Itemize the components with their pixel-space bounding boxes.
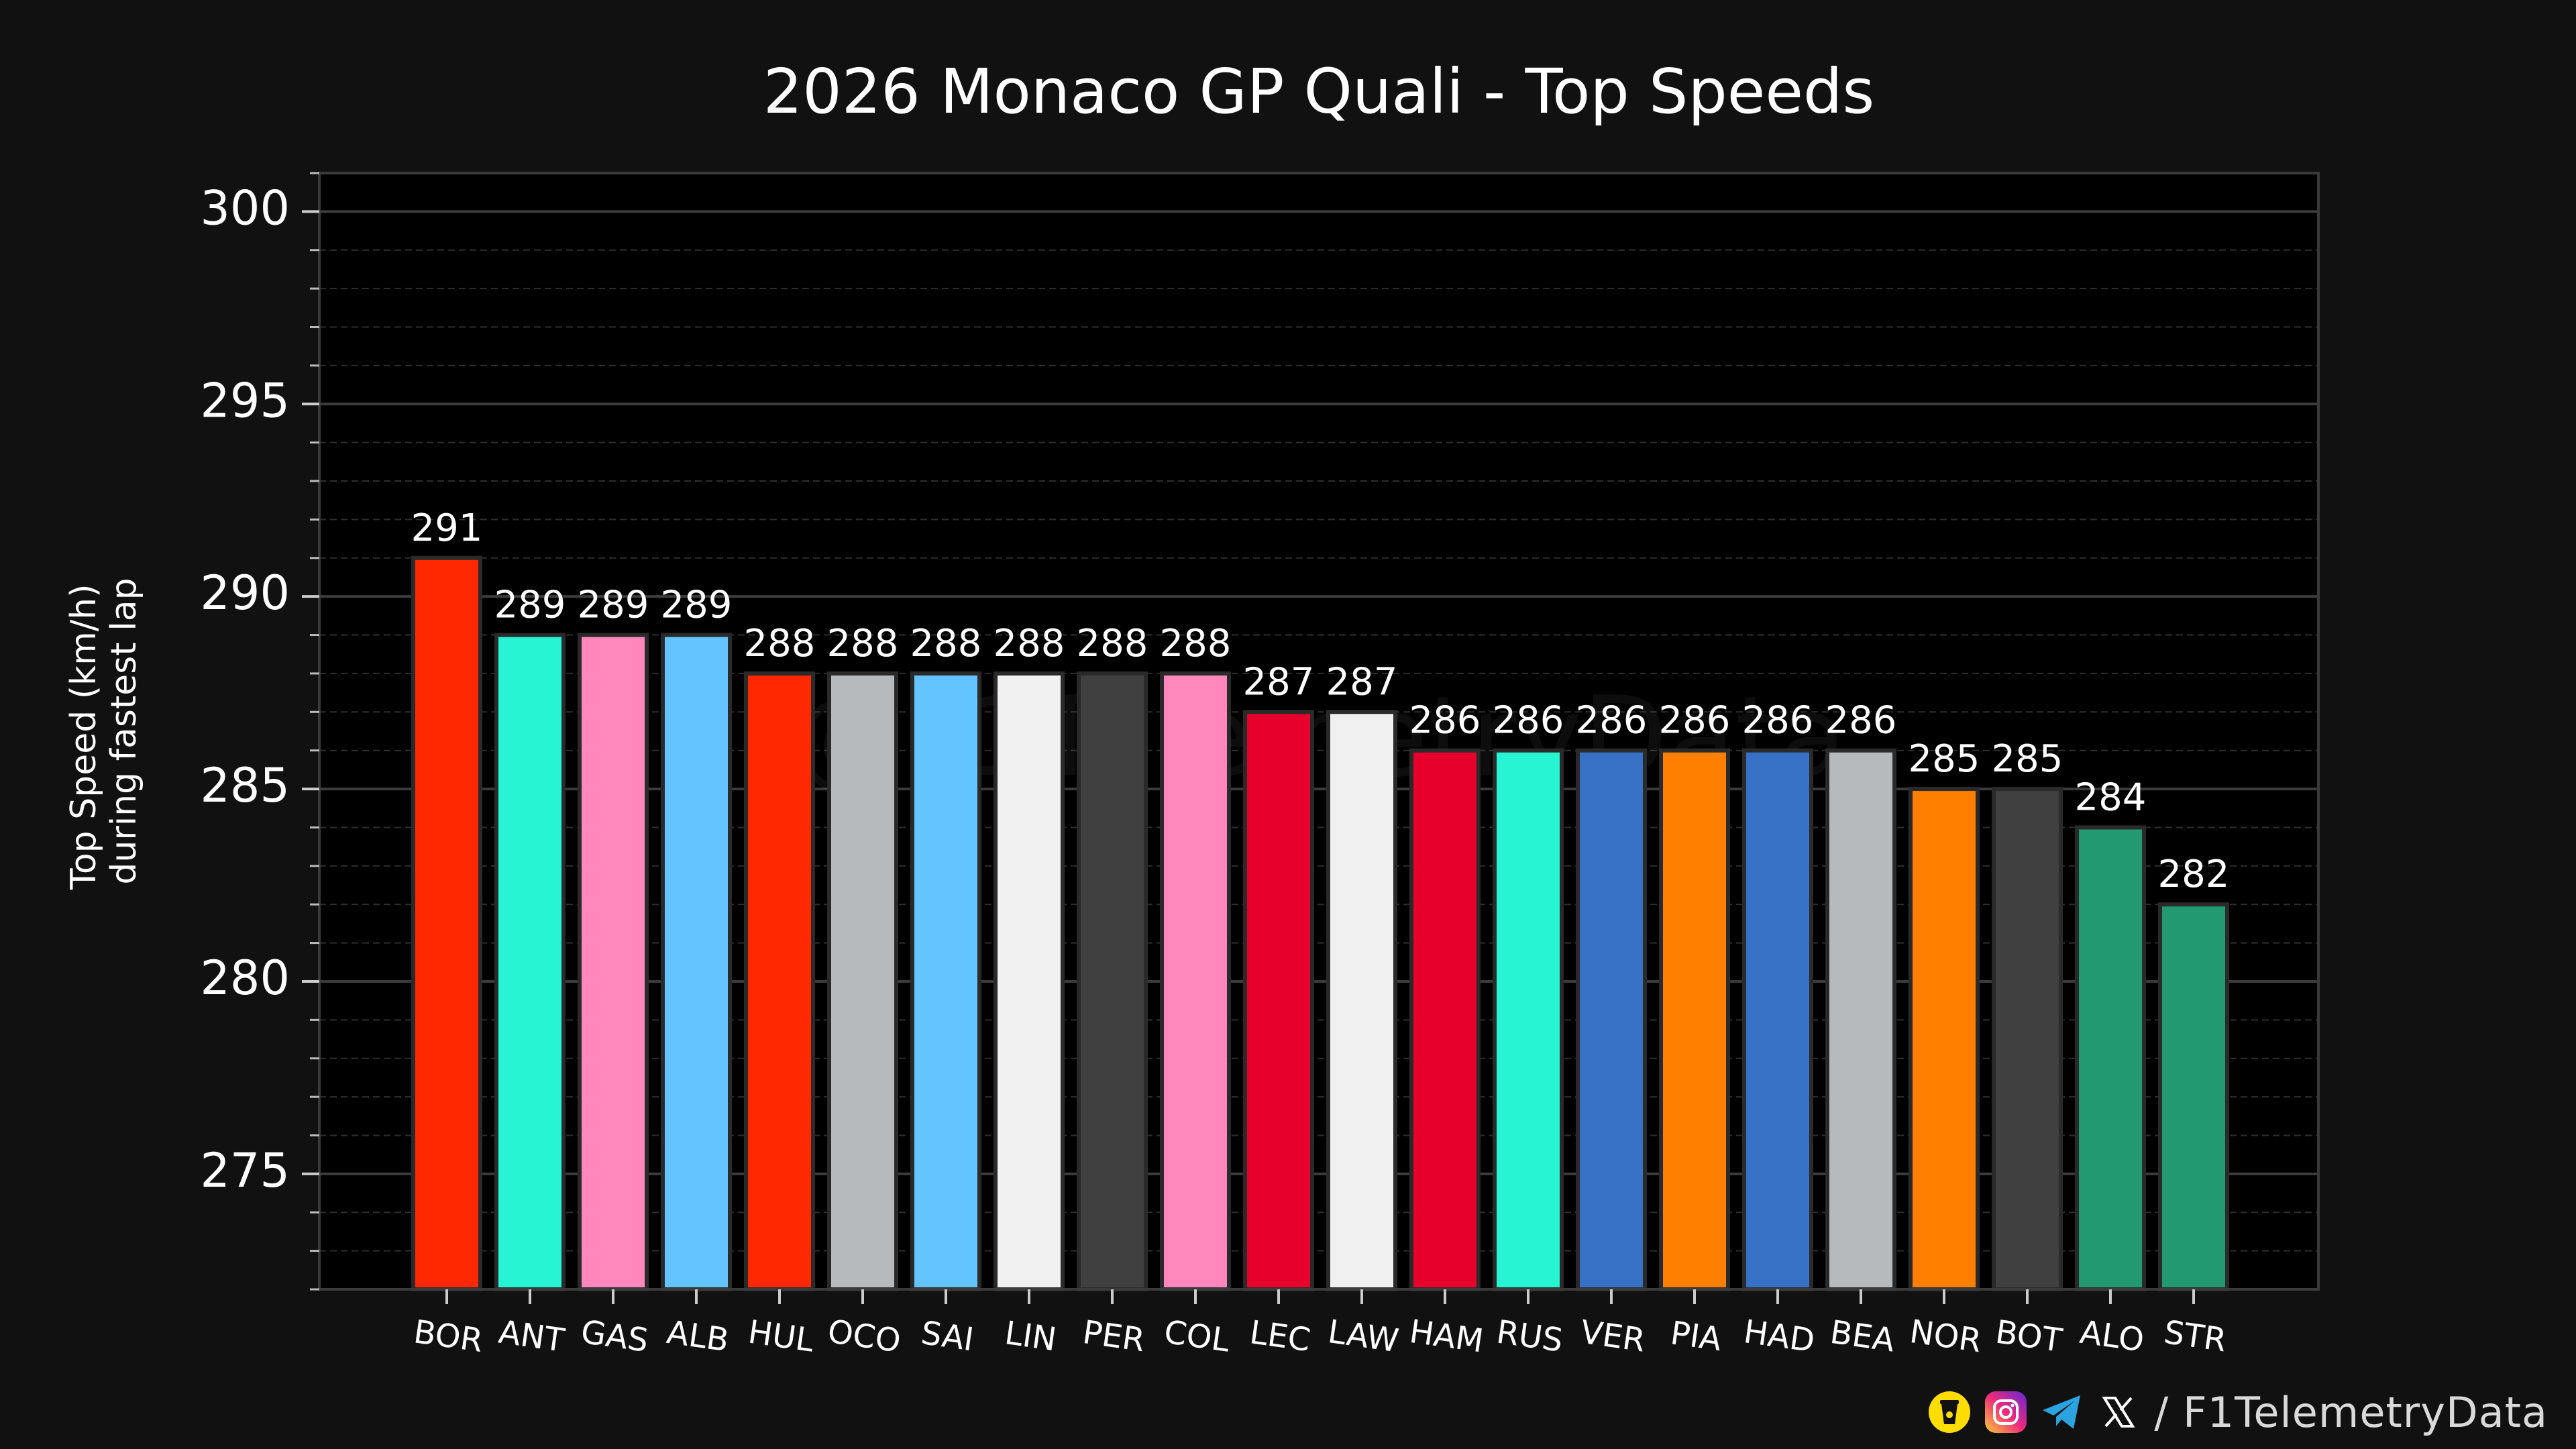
bar-ver	[1576, 748, 1647, 1292]
bar-had	[1742, 748, 1813, 1292]
bar-value-label: 288	[910, 622, 982, 665]
bar-nor	[1909, 787, 1980, 1291]
bar-bot	[1992, 787, 2063, 1291]
bar-sai	[910, 671, 981, 1291]
x-tick-label: BOT	[1993, 1313, 2065, 1360]
bar-value-label: 288	[994, 622, 1065, 665]
y-tick-label: 295	[200, 373, 290, 428]
bar-value-label: 282	[2158, 853, 2230, 896]
footer-socials: / F1TelemetryData	[1929, 1387, 2548, 1437]
axes: 275 280 285 290 295 300 BOR ANT GAS ALB HUL OCO SAI L…	[200, 172, 2229, 1360]
x-tick-label: VER	[1578, 1313, 1648, 1360]
bar-lin	[994, 671, 1065, 1291]
bar-oco	[827, 671, 898, 1291]
bar-value-label: 289	[494, 584, 566, 627]
bar-value-label: 286	[1659, 699, 1731, 743]
buymeacoffee-icon[interactable]	[1929, 1391, 1971, 1433]
instagram-icon[interactable]	[1985, 1391, 2027, 1433]
y-tick-label: 280	[200, 951, 290, 1006]
x-tick-label: BEA	[1828, 1313, 1897, 1360]
bar-lec	[1243, 710, 1314, 1291]
x-tick-label: LAW	[1326, 1313, 1401, 1360]
bar-value-label: 286	[1576, 699, 1648, 743]
x-tick-label: COL	[1162, 1313, 1232, 1360]
x-tick-label: NOR	[1907, 1313, 1984, 1360]
bar-alb	[661, 633, 732, 1291]
y-axis-label: Top Speed (km/h) during fastest lap	[64, 573, 144, 890]
bar-str	[2158, 902, 2229, 1291]
bar-value-label: 287	[1326, 660, 1398, 704]
bar-bor	[411, 555, 482, 1291]
bar-gas	[578, 633, 649, 1291]
bar-pia	[1659, 748, 1730, 1292]
x-tick-label: STR	[2161, 1313, 2229, 1359]
x-tick-label: RUS	[1494, 1313, 1565, 1360]
bar-value-label: 286	[1825, 699, 1897, 743]
bar-value-label: 286	[1742, 699, 1814, 743]
x-icon[interactable]	[2098, 1391, 2139, 1433]
y-tick-label: 300	[200, 180, 290, 235]
y-tick-label: 290	[200, 566, 290, 621]
x-tick-label: LEC	[1247, 1313, 1313, 1359]
grid-lines	[319, 172, 2318, 1290]
bar-value-label: 286	[1493, 699, 1564, 743]
y-tick-label: 275	[200, 1143, 290, 1198]
x-tick-label: GAS	[579, 1313, 651, 1359]
x-tick-label: ANT	[496, 1313, 568, 1360]
bar-rus	[1493, 748, 1564, 1292]
x-tick-label: PER	[1080, 1313, 1147, 1359]
x-tick-label: HAM	[1407, 1313, 1486, 1360]
y-tick-label: 285	[200, 758, 290, 813]
x-tick-label: PIA	[1668, 1314, 1724, 1358]
bar-bea	[1825, 748, 1896, 1292]
y-axis-label-line-2: during fastest lap	[104, 578, 144, 884]
telegram-icon[interactable]	[2041, 1391, 2083, 1433]
bar-value-label: 289	[661, 584, 733, 627]
bar-value-label: 291	[411, 506, 483, 550]
bar-hul	[744, 671, 815, 1291]
x-tick-label: OCO	[825, 1313, 903, 1360]
x-tick-label: ALB	[665, 1313, 731, 1359]
bar-ant	[494, 633, 566, 1291]
bar-value-label: 289	[578, 584, 649, 627]
bar-alo	[2075, 825, 2146, 1291]
x-tick-label: BOR	[411, 1313, 485, 1360]
plot-area	[319, 173, 2318, 1289]
bar-value-label: 288	[827, 622, 899, 665]
bar-value-label: 285	[1909, 737, 1980, 781]
bar-ham	[1409, 748, 1481, 1292]
social-handle: / F1TelemetryData	[2154, 1387, 2548, 1437]
bar-law	[1326, 710, 1397, 1291]
bar-value-label: 286	[1409, 699, 1481, 743]
bar-per	[1077, 671, 1148, 1291]
bar-col	[1160, 671, 1231, 1291]
bar-value-label: 288	[744, 622, 816, 665]
plot-frame	[318, 172, 2320, 1291]
bar-value-label: 285	[1992, 737, 2063, 781]
bar-value-label: 287	[1243, 660, 1315, 704]
y-axis-label-line-1: Top Speed (km/h)	[64, 584, 104, 890]
x-tick-label: HUL	[746, 1313, 816, 1360]
bar-value-label: 288	[1077, 622, 1148, 665]
chart-title: 2026 Monaco GP Quali - Top Speeds	[763, 56, 1875, 127]
x-tick-label: HAD	[1741, 1313, 1817, 1360]
bar-value-label: 284	[2075, 775, 2147, 819]
bar-value-label: 288	[1160, 622, 1232, 665]
x-tick-label: SAI	[919, 1314, 976, 1358]
x-tick-label: ALO	[2078, 1313, 2147, 1360]
x-tick-label: LIN	[1002, 1314, 1059, 1358]
